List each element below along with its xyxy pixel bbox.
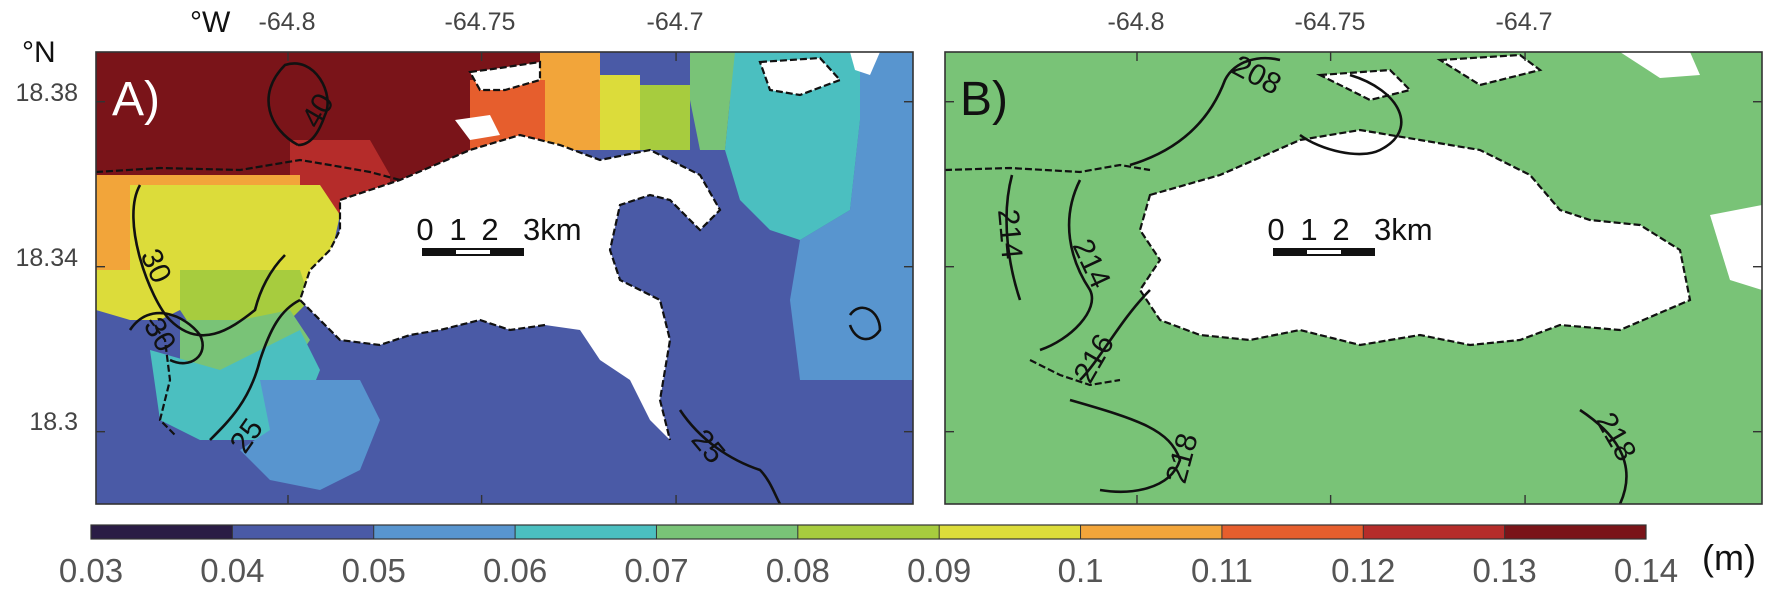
scale-tick-1: 1: [449, 212, 466, 247]
lon-tick: -64.8: [259, 8, 316, 36]
scale-tick-2: 2: [481, 212, 498, 247]
lon-tick: -64.7: [647, 8, 704, 36]
lon-tick-labels: -64.8 -64.75 -64.7 -64.8 -64.75 -64.7: [259, 8, 1553, 36]
scale-end-label: 3km: [523, 212, 582, 247]
panel-b: B) 0 1 2 3km 208 214 214 216 218 218: [944, 49, 1763, 505]
colorbar-tick-label: 0.06: [483, 552, 547, 589]
panel-a-field: [96, 52, 913, 504]
panel-a-ticks: [96, 52, 913, 504]
scale-tick-2: 2: [1332, 212, 1349, 247]
panel-b-scale-bar: 0 1 2 3km: [1267, 212, 1433, 256]
panel-a: A) 0 1 2 3km 40 30 30 25 25: [95, 51, 914, 505]
lat-tick-labels: 18.38 18.34 18.3: [15, 79, 78, 436]
panel-b-frame: [944, 51, 1763, 505]
lat-tick: 18.34: [15, 244, 78, 272]
panel-b-label: B): [960, 73, 1008, 126]
colorbar-swatch: [232, 525, 375, 539]
scale-tick-0: 0: [1267, 212, 1284, 247]
colorbar-swatches: [91, 525, 1647, 539]
colorbar-swatch: [1221, 525, 1364, 539]
panel-a-frame: [95, 51, 914, 505]
lon-tick: -64.7: [1496, 8, 1553, 36]
panel-b-field: [945, 52, 1762, 504]
lat-tick: 18.38: [15, 79, 78, 107]
scale-end-label: 3km: [1374, 212, 1433, 247]
lat-unit-label: °N: [22, 36, 56, 69]
panel-a-label: A): [112, 73, 160, 126]
lon-tick: -64.75: [1295, 8, 1366, 36]
colorbar-tick-labels: 0.03 0.04 0.05 0.06 0.07 0.08 0.09 0.1 0.11 0.12 0…: [59, 525, 1678, 589]
colorbar-swatch: [1080, 525, 1223, 539]
scale-tick-1: 1: [1300, 212, 1317, 247]
colorbar-tick-label: 0.13: [1473, 552, 1537, 589]
lon-tick: -64.8: [1108, 8, 1165, 36]
colorbar-tick-label: 0.05: [342, 552, 406, 589]
colorbar-tick-label: 0.08: [766, 552, 830, 589]
colorbar-swatch: [656, 525, 799, 539]
colorbar-tick-label: 0.1: [1058, 552, 1104, 589]
colorbar-swatch: [1363, 525, 1506, 539]
colorbar-swatch: [373, 525, 516, 539]
colorbar-swatch: [91, 525, 233, 539]
scale-tick-0: 0: [416, 212, 433, 247]
colorbar-tick-label: 0.11: [1191, 552, 1253, 589]
colorbar-swatch: [939, 525, 1082, 539]
lat-tick: 18.3: [29, 408, 78, 436]
colorbar-tick-label: 0.09: [907, 552, 971, 589]
lon-unit-label: °W: [190, 6, 231, 39]
contour-label: 214: [991, 208, 1028, 261]
colorbar-tick-label: 0.14: [1614, 552, 1678, 589]
colorbar-swatch: [1504, 525, 1647, 539]
colorbar-swatch: [797, 525, 940, 539]
colorbar-tick-label: 0.04: [200, 552, 264, 589]
colorbar-tick-label: 0.12: [1331, 552, 1395, 589]
colorbar-unit: (m): [1702, 537, 1756, 578]
panel-b-ticks: [945, 52, 1762, 504]
colorbar-tick-label: 0.07: [624, 552, 688, 589]
colorbar-tick-label: 0.03: [59, 552, 123, 589]
panel-a-scale-bar: 0 1 2 3km: [416, 212, 582, 256]
colorbar: 0.03 0.04 0.05 0.06 0.07 0.08 0.09 0.1 0.11 0.12 0…: [59, 524, 1756, 589]
lon-tick: -64.75: [445, 8, 516, 36]
colorbar-swatch: [515, 525, 657, 539]
